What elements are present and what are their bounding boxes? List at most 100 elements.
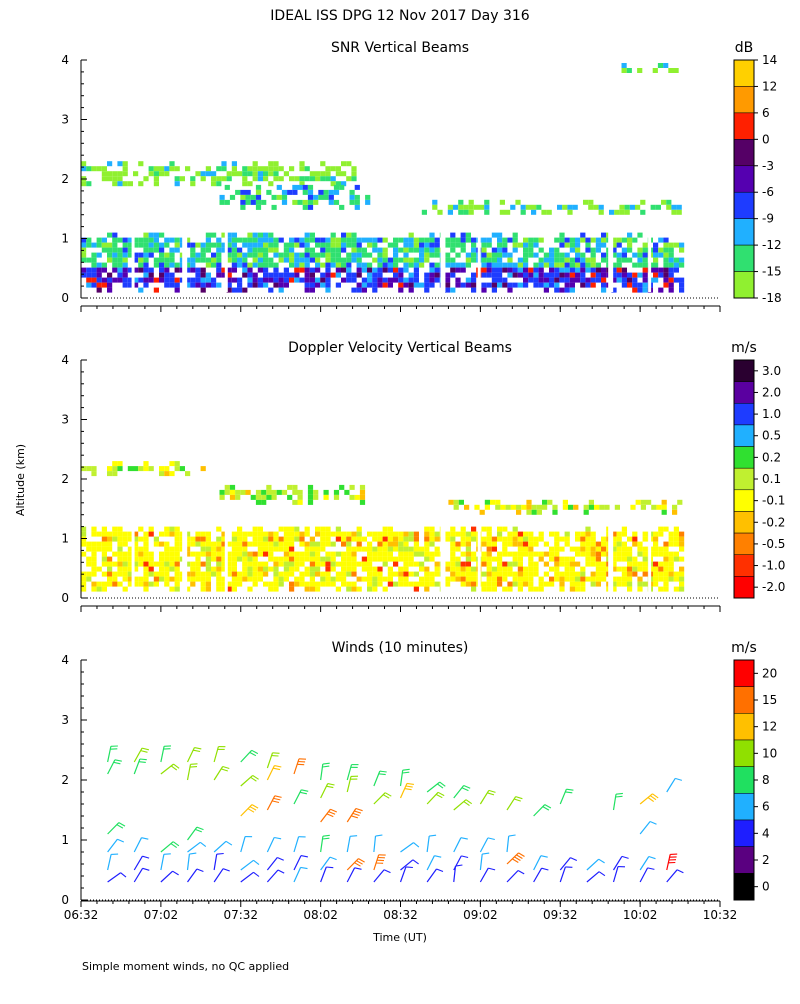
- heatmap-cell: [518, 567, 523, 572]
- heatmap-cell: [474, 205, 479, 210]
- heatmap-cell: [424, 527, 429, 532]
- heatmap-cell: [651, 205, 656, 210]
- heatmap-cell: [305, 176, 310, 181]
- heatmap-cell: [424, 238, 429, 243]
- heatmap-cell: [466, 552, 471, 557]
- heatmap-cell: [591, 248, 596, 253]
- heatmap-cell: [575, 268, 580, 273]
- heatmap-cell: [263, 562, 268, 567]
- x-tick-label: 07:32: [223, 908, 258, 922]
- heatmap-cell: [544, 552, 549, 557]
- heatmap-cell: [429, 532, 434, 537]
- heatmap-cell: [195, 557, 200, 562]
- heatmap-cell: [299, 263, 304, 268]
- heatmap-cell: [656, 505, 661, 510]
- heatmap-cell: [310, 587, 315, 592]
- heatmap-cell: [523, 273, 528, 278]
- heatmap-cell: [258, 233, 263, 238]
- heatmap-cell: [591, 258, 596, 263]
- heatmap-cell: [350, 190, 355, 195]
- heatmap-cell: [492, 248, 497, 253]
- heatmap-cell: [497, 567, 502, 572]
- colorbar-swatch: [734, 687, 754, 714]
- heatmap-cell: [589, 505, 594, 510]
- heatmap-cell: [232, 587, 237, 592]
- heatmap-cell: [658, 288, 663, 293]
- heatmap-cell: [580, 273, 585, 278]
- heatmap-cell: [216, 176, 221, 181]
- heatmap-cell: [559, 258, 564, 263]
- heatmap-cell: [175, 461, 180, 466]
- heatmap-cell: [528, 243, 533, 248]
- heatmap-cell: [112, 171, 117, 176]
- heatmap-cell: [492, 253, 497, 258]
- heatmap-cell: [91, 166, 96, 171]
- heatmap-cell: [663, 248, 668, 253]
- heatmap-cell: [159, 233, 164, 238]
- heatmap-cell: [117, 527, 122, 532]
- heatmap-cell: [435, 572, 440, 577]
- heatmap-cell: [658, 547, 663, 552]
- heatmap-cell: [481, 527, 486, 532]
- heatmap-cell: [201, 537, 206, 542]
- heatmap-cell: [463, 205, 468, 210]
- heatmap-cell: [409, 572, 414, 577]
- heatmap-cell: [653, 552, 658, 557]
- heatmap-cell: [455, 243, 460, 248]
- heatmap-cell: [138, 557, 143, 562]
- heatmap-cell: [351, 258, 356, 263]
- heatmap-cell: [310, 248, 315, 253]
- wind-barb: [188, 748, 202, 762]
- heatmap-cell: [455, 253, 460, 258]
- heatmap-cell: [588, 205, 593, 210]
- heatmap-cell: [471, 288, 476, 293]
- heatmap-cell: [372, 273, 377, 278]
- colorbar-swatch: [734, 219, 754, 245]
- heatmap-cell: [481, 542, 486, 547]
- heatmap-cell: [663, 268, 668, 273]
- heatmap-cell: [668, 68, 673, 73]
- heatmap-cell: [195, 243, 200, 248]
- heatmap-cell: [310, 268, 315, 273]
- heatmap-cell: [211, 278, 216, 283]
- heatmap-cell: [298, 495, 303, 500]
- heatmap-cell: [419, 552, 424, 557]
- heatmap-cell: [565, 577, 570, 582]
- heatmap-cell: [315, 278, 320, 283]
- heatmap-cell: [97, 283, 102, 288]
- heatmap-cell: [268, 263, 273, 268]
- heatmap-cell: [86, 278, 91, 283]
- heatmap-cell: [469, 205, 474, 210]
- heatmap-cell: [284, 268, 289, 273]
- heatmap-cell: [256, 200, 261, 205]
- heatmap-cell: [643, 288, 648, 293]
- heatmap-cell: [388, 547, 393, 552]
- heatmap-cell: [154, 233, 159, 238]
- heatmap-cell: [591, 253, 596, 258]
- heatmap-cell: [669, 557, 674, 562]
- heatmap-cell: [383, 557, 388, 562]
- heatmap-cell: [201, 572, 206, 577]
- heatmap-cell: [450, 288, 455, 293]
- heatmap-cell: [242, 253, 247, 258]
- heatmap-cell: [294, 552, 299, 557]
- colorbar-label: 0.1: [762, 472, 781, 486]
- heatmap-cell: [502, 547, 507, 552]
- heatmap-cell: [580, 547, 585, 552]
- heatmap-cell: [206, 166, 211, 171]
- heatmap-cell: [398, 532, 403, 537]
- heatmap-cell: [554, 283, 559, 288]
- heatmap-cell: [91, 283, 96, 288]
- heatmap-cell: [143, 263, 148, 268]
- heatmap-cell: [388, 567, 393, 572]
- heatmap-cell: [289, 552, 294, 557]
- heatmap-cell: [211, 181, 216, 186]
- heatmap-cell: [272, 205, 277, 210]
- heatmap-cell: [463, 210, 468, 215]
- heatmap-cell: [575, 537, 580, 542]
- heatmap-cell: [253, 572, 258, 577]
- heatmap-cell: [331, 273, 336, 278]
- heatmap-cell: [331, 233, 336, 238]
